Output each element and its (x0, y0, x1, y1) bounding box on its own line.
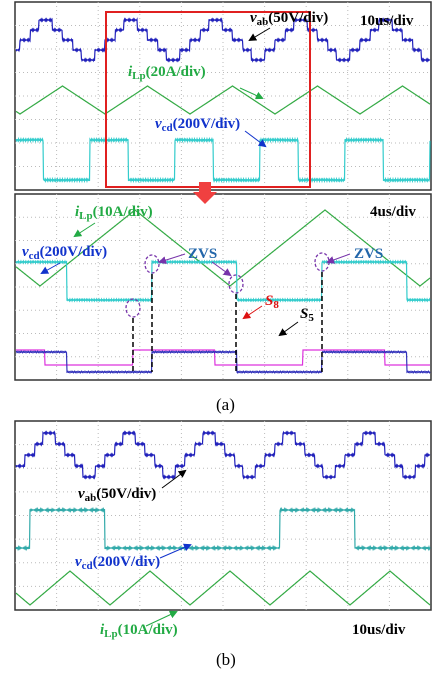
caption: (b) (216, 650, 236, 669)
caption: (a) (216, 395, 235, 414)
time-div: 10us/div (360, 13, 414, 29)
ilp-label: iLp(10A/div) (100, 622, 178, 640)
zvs-label: ZVS (354, 246, 383, 262)
figure: vab(50V/div) 10us/div iLp(20A/div) vcd(2… (0, 0, 433, 673)
time-div: 4us/div (370, 204, 416, 220)
time-div: 10us/div (352, 622, 406, 638)
zvs-label: ZVS (188, 246, 217, 262)
